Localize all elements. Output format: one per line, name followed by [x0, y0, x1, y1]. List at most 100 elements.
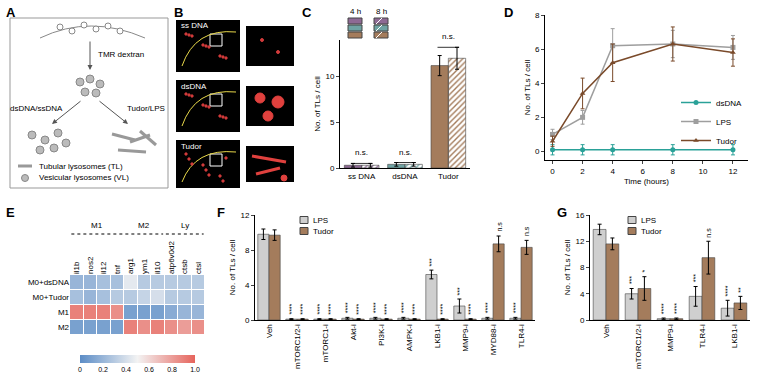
svg-text:n.s.: n.s. [442, 32, 455, 41]
svg-text:6: 6 [535, 45, 540, 54]
svg-text:M2: M2 [138, 221, 150, 230]
svg-text:12: 12 [729, 167, 738, 176]
svg-text:Veh: Veh [602, 324, 611, 338]
svg-text:8: 8 [671, 167, 676, 176]
svg-text:D: D [504, 5, 513, 20]
svg-text:****: **** [372, 302, 379, 313]
svg-text:Veh: Veh [265, 324, 274, 338]
svg-text:Tudor/LPS: Tudor/LPS [127, 104, 165, 113]
svg-text:10: 10 [325, 72, 334, 81]
svg-text:Vesicular lysosomes (VL): Vesicular lysosomes (VL) [39, 173, 129, 182]
svg-text:8: 8 [245, 246, 250, 255]
svg-text:****: **** [467, 304, 474, 315]
svg-text:Tudor: Tudor [438, 172, 459, 181]
svg-text:****: **** [411, 304, 418, 315]
svg-text:ss DNA: ss DNA [348, 172, 376, 181]
svg-text:ctsl: ctsl [194, 262, 203, 274]
svg-text:**: ** [737, 287, 744, 293]
svg-text:LPS: LPS [313, 216, 328, 225]
svg-text:Tudor: Tudor [181, 142, 202, 151]
svg-text:1.0: 1.0 [190, 366, 200, 373]
svg-text:12: 12 [240, 211, 249, 220]
svg-text:ym1: ym1 [140, 258, 149, 274]
svg-text:4: 4 [610, 167, 615, 176]
svg-text:4: 4 [245, 281, 250, 290]
svg-text:M0+dsDNA: M0+dsDNA [28, 278, 70, 287]
svg-text:No. of TLs / cell: No. of TLs / cell [523, 60, 532, 116]
svg-text:n.s: n.s [523, 226, 530, 236]
svg-text:LKB1-i: LKB1-i [433, 324, 442, 348]
svg-text:M2: M2 [58, 323, 70, 332]
svg-text:****: **** [512, 302, 519, 313]
svg-text:mTORC1-i: mTORC1-i [321, 324, 330, 362]
svg-text:dsDNA: dsDNA [181, 82, 207, 91]
svg-text:0.2: 0.2 [98, 366, 108, 373]
svg-text:2: 2 [535, 113, 540, 122]
svg-text:LKB1-i: LKB1-i [730, 324, 739, 348]
svg-text:****: **** [299, 304, 306, 315]
svg-text:0: 0 [580, 316, 585, 325]
svg-text:****: **** [344, 302, 351, 313]
svg-text:MYD88-i: MYD88-i [489, 324, 498, 355]
svg-text:****: **** [400, 302, 407, 313]
svg-text:****: **** [327, 304, 334, 315]
svg-text:mTORC1/2-i: mTORC1/2-i [634, 324, 643, 369]
svg-text:****: **** [484, 302, 491, 313]
svg-text:4: 4 [580, 290, 585, 299]
svg-text:0: 0 [78, 366, 82, 373]
svg-text:5: 5 [330, 118, 335, 127]
svg-text:dsDNA: dsDNA [392, 172, 418, 181]
svg-text:****: **** [288, 303, 295, 314]
svg-text:nos2: nos2 [86, 256, 95, 274]
svg-text:n.s: n.s [496, 222, 503, 232]
svg-text:Tubular lysosomes (TL): Tubular lysosomes (TL) [39, 162, 123, 171]
svg-text:MMP9-i: MMP9-i [666, 324, 675, 352]
svg-text:B: B [174, 5, 183, 20]
svg-text:TLR4-i: TLR4-i [517, 324, 526, 348]
svg-text:M0+Tudor: M0+Tudor [33, 293, 70, 302]
svg-text:8: 8 [535, 11, 540, 20]
svg-text:arg1: arg1 [126, 257, 135, 274]
svg-text:ctsb: ctsb [180, 259, 189, 274]
svg-text:dsDNA: dsDNA [716, 99, 742, 108]
svg-text:dsDNA/ssDNA: dsDNA/ssDNA [10, 104, 63, 113]
svg-text:ss DNA: ss DNA [181, 21, 209, 30]
svg-text:***: *** [692, 274, 699, 282]
svg-text:****: **** [316, 303, 323, 314]
svg-text:TMR dextran: TMR dextran [98, 50, 144, 59]
svg-text:il12: il12 [99, 261, 108, 274]
svg-text:*: * [641, 270, 648, 273]
svg-text:****: **** [439, 304, 446, 315]
svg-text:****: **** [673, 303, 680, 314]
svg-text:F: F [217, 205, 225, 220]
svg-text:Tudor: Tudor [641, 227, 662, 236]
svg-text:0.8: 0.8 [167, 366, 177, 373]
svg-text:0: 0 [535, 147, 540, 156]
svg-text:0: 0 [550, 167, 555, 176]
svg-text:Tudor: Tudor [716, 137, 737, 146]
svg-text:mTORC1/2-i: mTORC1/2-i [293, 324, 302, 369]
svg-text:0.6: 0.6 [144, 366, 154, 373]
svg-text:PI3K-i: PI3K-i [377, 324, 386, 346]
svg-text:n.s.: n.s. [355, 148, 368, 157]
svg-text:E: E [6, 205, 15, 220]
svg-text:C: C [302, 5, 312, 20]
svg-text:0: 0 [245, 316, 250, 325]
svg-text:Akt-i: Akt-i [349, 324, 358, 340]
svg-text:***: *** [628, 276, 635, 284]
svg-text:16: 16 [575, 211, 584, 220]
svg-text:M1: M1 [91, 221, 103, 230]
svg-text:A: A [6, 5, 16, 20]
svg-text:4 h: 4 h [350, 7, 361, 16]
svg-text:M1: M1 [58, 308, 70, 317]
svg-text:Tudor: Tudor [313, 227, 334, 236]
svg-text:LPS: LPS [641, 216, 656, 225]
svg-text:No. of TLs / cell: No. of TLs / cell [313, 76, 322, 132]
svg-text:tnf: tnf [113, 264, 122, 274]
svg-text:0.4: 0.4 [121, 366, 131, 373]
svg-text:LPS: LPS [716, 118, 731, 127]
svg-text:n.s.: n.s. [399, 148, 412, 157]
svg-text:6: 6 [641, 167, 646, 176]
svg-text:No. of TLs / cell: No. of TLs / cell [563, 240, 572, 296]
svg-text:il1b: il1b [72, 261, 81, 274]
